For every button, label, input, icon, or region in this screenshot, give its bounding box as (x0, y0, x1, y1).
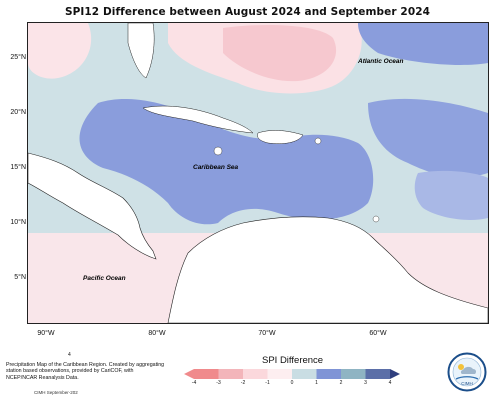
colorbar-right-arrow (390, 369, 400, 379)
legend-title: SPI Difference (262, 355, 324, 366)
atlantic-ocean-label: Atlantic Ocean (357, 58, 404, 65)
anomaly-pink-core (223, 25, 337, 82)
colorbar-bin (341, 369, 366, 379)
map-panel: Atlantic Ocean Caribbean Sea Pacific Oce… (27, 22, 489, 324)
lat-tick-10n: 10°N (10, 219, 26, 226)
land-florida (127, 23, 155, 79)
land-jamaica (213, 146, 223, 156)
land-south-america (167, 216, 488, 323)
colorbar-bin (194, 369, 219, 379)
colorbar-bin (243, 369, 268, 379)
colorbar-left-arrow (184, 369, 194, 379)
colorbar-bin (365, 369, 390, 379)
land-puerto-rico (314, 137, 322, 145)
map-title: SPI12 Difference between August 2024 and… (64, 6, 431, 18)
land-central-america (28, 152, 157, 260)
colorbar-bin (267, 369, 292, 379)
anomaly-blue-east (368, 98, 488, 178)
cimh-logo-icon: CIMH (447, 352, 487, 392)
colorbar-tick: 1 (315, 380, 318, 386)
lon-tick-60w: 60°W (369, 330, 387, 337)
land-cuba (142, 105, 254, 134)
colorbar-tick: 0 (290, 380, 294, 386)
colorbar-tick: -2 (240, 380, 246, 386)
colorbar-tick: -4 (191, 380, 197, 386)
lat-tick-25n: 25°N (10, 54, 26, 61)
colorbar-tick: -3 (216, 380, 221, 386)
lat-tick-15n: 15°N (10, 164, 26, 171)
colorbar-tick: 3 (364, 380, 367, 386)
lon-tick-70w: 70°W (258, 330, 276, 337)
anomaly-blue-atlantic (358, 23, 488, 65)
lon-tick-80w: 80°W (148, 330, 166, 337)
colorbar-bin (316, 369, 341, 379)
precipitation-map: Atlantic Ocean Caribbean Sea Pacific Oce… (28, 23, 488, 323)
colorbar (184, 369, 400, 379)
land-hispaniola (257, 130, 304, 144)
anomaly-pink-left (28, 23, 92, 79)
footer-stamp: CIMH September-202 (34, 390, 78, 395)
footer-note: Precipitation Map of the Caribbean Regio… (6, 362, 165, 381)
logo-text: CIMH (461, 381, 473, 386)
colorbar-tick: 2 (339, 380, 343, 386)
lon-tick-90w: 90°W (37, 330, 55, 337)
lat-tick-20n: 20°N (10, 109, 26, 116)
footer-marker: 4 (68, 352, 71, 358)
colorbar-tick: 4 (388, 380, 392, 386)
pacific-ocean-label: Pacific Ocean (83, 275, 126, 282)
colorbar-bin (292, 369, 317, 379)
caribbean-sea-label: Caribbean Sea (193, 164, 239, 171)
anomaly-blue-caribbean (79, 98, 374, 225)
colorbar-tick: -1 (265, 380, 270, 386)
colorbar-bin (218, 369, 243, 379)
anomaly-blue-east2 (414, 170, 488, 220)
land-trinidad (372, 215, 380, 223)
lat-tick-5n: 5°N (14, 274, 26, 281)
